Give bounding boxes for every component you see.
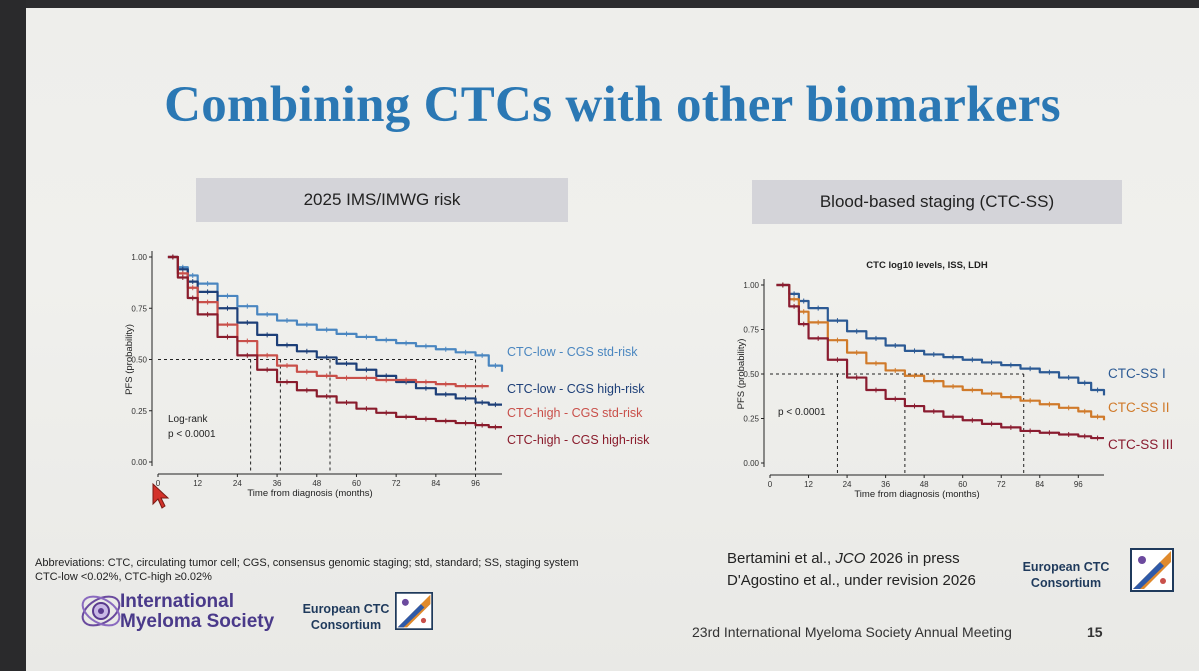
ims-logo-emblem (81, 595, 121, 627)
abbreviations-line-2: CTC-low <0.02%, CTC-high ≥0.02% (35, 571, 212, 583)
reference-1-authors: Bertamini et al., (727, 550, 836, 567)
mouse-cursor-icon (152, 482, 170, 509)
consortium-line-2: Consortium (1030, 576, 1102, 590)
reference-2: D'Agostino et al., under revision 2026 (727, 572, 976, 589)
reference-1-journal: JCO (835, 550, 866, 567)
consortium-left-line-2: Consortium (310, 618, 382, 632)
right-chart-header: Blood-based staging (CTC-SS) (752, 180, 1122, 224)
reference-1-status: 2026 in press (865, 550, 960, 567)
consortium-logo-text-right: European CTC Consortium (1018, 559, 1114, 591)
left-chart-header: 2025 IMS/IMWG risk (196, 178, 568, 222)
page-number: 15 (1087, 624, 1103, 640)
ims-line-1: International (120, 591, 235, 612)
abbreviations-line-1: Abbreviations: CTC, circulating tumor ce… (35, 557, 579, 569)
screen-frame-top (0, 0, 1199, 8)
consortium-emblem-right (1130, 548, 1174, 592)
consortium-left-line-1: European CTC (302, 602, 390, 616)
consortium-line-1: European CTC (1022, 560, 1110, 574)
consortium-emblem-left (395, 592, 433, 630)
ims-line-2: Myeloma Society (120, 611, 275, 632)
screen-frame-left (0, 0, 26, 671)
reference-1: Bertamini et al., JCO 2026 in press (727, 548, 960, 570)
slide-title: Combining CTCs with other biomarkers (164, 77, 1061, 133)
slide: Combining CTCs with other biomarkers 202… (26, 8, 1199, 671)
ims-logo-text: International Myeloma Society (120, 592, 274, 632)
footer-meeting: 23rd International Myeloma Society Annua… (692, 624, 1012, 640)
consortium-logo-text-left: European CTC Consortium (298, 601, 394, 633)
